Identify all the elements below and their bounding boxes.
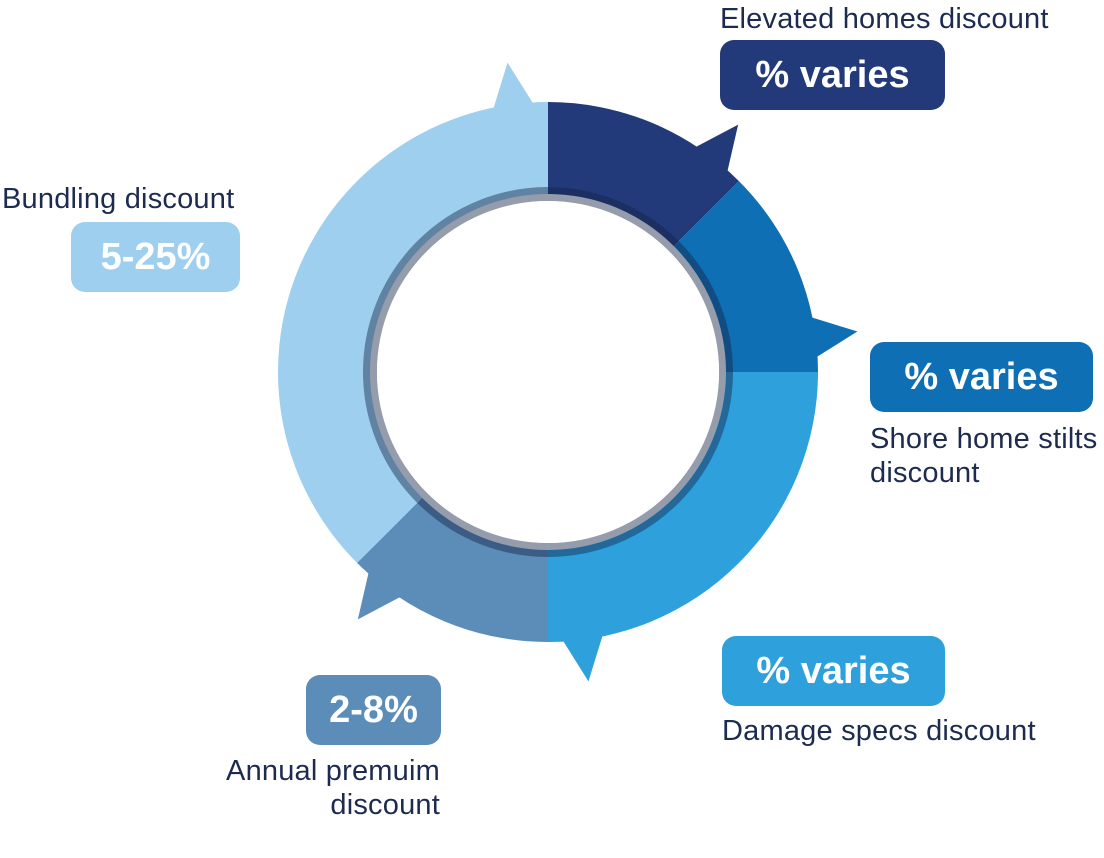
donut-segment-2 xyxy=(548,372,818,642)
shore-stilts-value-badge: % varies xyxy=(870,342,1093,412)
donut-segment-0 xyxy=(548,102,739,247)
donut-segment-4 xyxy=(278,102,548,563)
donut-center xyxy=(377,201,719,543)
damage-specs-value-badge: % varies xyxy=(722,636,945,706)
donut-pointer-0 xyxy=(690,124,739,178)
donut-pointer-4 xyxy=(491,62,537,115)
shore-stilts-label-line1: Shore home stilts xyxy=(870,423,1098,455)
damage-specs-label: Damage specs discount xyxy=(722,715,1036,747)
inner-ring xyxy=(363,187,733,557)
donut-segment-1 xyxy=(673,181,818,372)
elevated-homes-value-badge: % varies xyxy=(720,40,945,110)
bundling-label: Bundling discount xyxy=(2,183,235,215)
elevated-homes-label: Elevated homes discount xyxy=(720,3,1049,35)
donut-pointer-1 xyxy=(805,315,858,361)
annual-premium-label-line1: Annual premuim xyxy=(226,755,440,787)
annual-premium-value-badge: 2-8% xyxy=(306,675,441,745)
annual-premium-label-line2: discount xyxy=(330,789,440,821)
bundling-value-badge: 5-25% xyxy=(71,222,240,292)
donut-segment-3 xyxy=(357,497,548,642)
donut-pointer-2 xyxy=(559,629,605,682)
donut-pointer-3 xyxy=(357,566,406,620)
shore-stilts-label-line2: discount xyxy=(870,457,980,489)
